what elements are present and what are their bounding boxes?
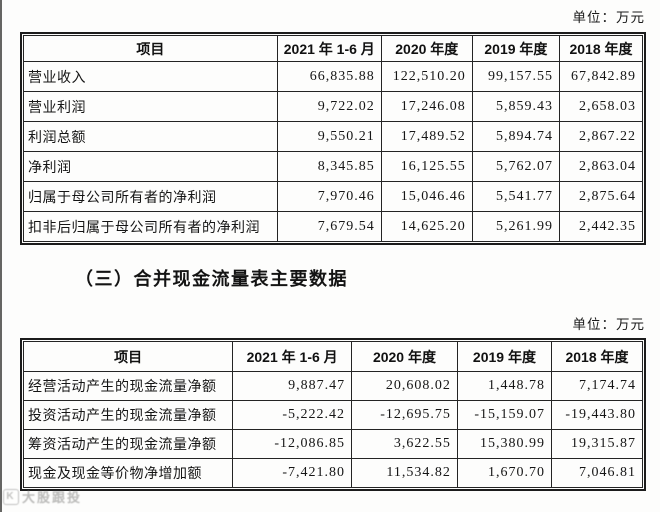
unit-label-bottom: 单位：万元 xyxy=(572,317,645,332)
header-cell-2021: 2021 年 1-6 月 xyxy=(276,35,382,62)
row-label: 营业利润 xyxy=(23,91,278,122)
cell-value: 2,442.35 xyxy=(559,211,643,242)
cell-value: -5,222.42 xyxy=(232,400,353,430)
cell-value: 8,345.85 xyxy=(276,151,382,182)
row-label: 净利润 xyxy=(23,151,278,182)
section-heading: （三）合并现金流量表主要数据 xyxy=(75,269,348,289)
watermark: K 大股跟投 xyxy=(3,487,82,506)
header-cell-2018: 2018 年度 xyxy=(559,35,643,62)
watermark-text: 大股跟投 xyxy=(22,490,83,505)
cell-value: -19,443.80 xyxy=(550,400,644,430)
cell-value: 99,157.55 xyxy=(471,61,561,92)
cell-value: 17,489.52 xyxy=(380,121,473,152)
cell-value: 2,863.04 xyxy=(559,151,643,182)
cell-value: 2,658.03 xyxy=(559,91,643,122)
cell-value: 5,859.43 xyxy=(471,91,561,122)
cell-value: 122,510.20 xyxy=(380,61,473,92)
cell-value: 2,875.64 xyxy=(559,181,643,212)
cell-value: 11,534.82 xyxy=(351,458,458,488)
row-label: 投资活动产生的现金流量净额 xyxy=(22,400,234,430)
cell-value: 15,046.46 xyxy=(380,181,473,212)
income-statement-table: 项目 2021 年 1-6 月 2020 年度 2019 年度 2018 年度 … xyxy=(20,32,646,245)
header-cell-item: 项目 xyxy=(22,341,234,372)
header-cell-2019: 2019 年度 xyxy=(471,35,561,62)
cash-flow-table: 项目 2021 年 1-6 月 2020 年度 2019 年度 2018 年度 … xyxy=(20,338,646,491)
cell-value: 3,622.55 xyxy=(351,429,458,459)
cell-value: 5,762.07 xyxy=(471,151,561,182)
header-cell-item: 项目 xyxy=(23,35,278,62)
cell-value: 20,608.02 xyxy=(351,371,458,401)
table-row: 投资活动产生的现金流量净额 -5,222.42 -12,695.75 -15,1… xyxy=(22,400,644,430)
header-cell-2020: 2020 年度 xyxy=(351,341,458,372)
cell-value: -12,695.75 xyxy=(351,400,458,430)
cell-value: 66,835.88 xyxy=(276,61,382,92)
header-cell-2021: 2021 年 1-6 月 xyxy=(232,341,353,372)
row-label: 扣非后归属于母公司所有者的净利润 xyxy=(23,211,278,242)
table-header-row: 项目 2021 年 1-6 月 2020 年度 2019 年度 2018 年度 xyxy=(22,341,644,372)
cell-value: 1,670.70 xyxy=(456,458,552,488)
cell-value: 1,448.78 xyxy=(456,371,552,401)
header-cell-2019: 2019 年度 xyxy=(456,341,552,372)
cell-value: -12,086.85 xyxy=(232,429,353,459)
row-label: 归属于母公司所有者的净利润 xyxy=(23,181,278,212)
cell-value: 5,541.77 xyxy=(471,181,561,212)
cell-value: 19,315.87 xyxy=(550,429,644,459)
cell-value: 7,970.46 xyxy=(276,181,382,212)
table-row: 筹资活动产生的现金流量净额 -12,086.85 3,622.55 15,380… xyxy=(22,429,644,459)
table-row: 净利润 8,345.85 16,125.55 5,762.07 2,863.04 xyxy=(23,151,643,182)
cell-value: 16,125.55 xyxy=(380,151,473,182)
cell-value: 9,722.02 xyxy=(276,91,382,122)
cell-value: 5,261.99 xyxy=(471,211,561,242)
table-row: 扣非后归属于母公司所有者的净利润 7,679.54 14,625.20 5,26… xyxy=(23,211,643,242)
table-row: 经营活动产生的现金流量净额 9,887.47 20,608.02 1,448.7… xyxy=(22,371,644,401)
row-label: 营业收入 xyxy=(23,61,278,92)
header-cell-2018: 2018 年度 xyxy=(550,341,644,372)
table-row: 现金及现金等价物净增加额 -7,421.80 11,534.82 1,670.7… xyxy=(22,458,644,488)
cell-value: 7,174.74 xyxy=(550,371,644,401)
watermark-logo-icon: K xyxy=(3,488,19,505)
table-row: 营业利润 9,722.02 17,246.08 5,859.43 2,658.0… xyxy=(23,91,643,122)
cell-value: 14,625.20 xyxy=(380,211,473,242)
cell-value: 5,894.74 xyxy=(471,121,561,152)
unit-label-top: 单位：万元 xyxy=(572,10,645,25)
cell-value: 7,046.81 xyxy=(550,458,644,488)
cell-value: 15,380.99 xyxy=(456,429,552,459)
row-label: 筹资活动产生的现金流量净额 xyxy=(22,429,234,459)
cell-value: 17,246.08 xyxy=(380,91,473,122)
cell-value: -7,421.80 xyxy=(232,458,353,488)
row-label: 经营活动产生的现金流量净额 xyxy=(22,371,234,401)
header-cell-2020: 2020 年度 xyxy=(380,35,473,62)
cell-value: 2,867.22 xyxy=(559,121,643,152)
table-header-row: 项目 2021 年 1-6 月 2020 年度 2019 年度 2018 年度 xyxy=(23,35,643,62)
cell-value: 9,887.47 xyxy=(232,371,353,401)
cell-value: 9,550.21 xyxy=(276,121,382,152)
cell-value: 67,842.89 xyxy=(559,61,643,92)
scan-artifact-line xyxy=(0,0,2,512)
cell-value: -15,159.07 xyxy=(456,400,552,430)
row-label: 利润总额 xyxy=(23,121,278,152)
table-row: 营业收入 66,835.88 122,510.20 99,157.55 67,8… xyxy=(23,61,643,92)
row-label: 现金及现金等价物净增加额 xyxy=(22,458,234,488)
cell-value: 7,679.54 xyxy=(276,211,382,242)
table-row: 利润总额 9,550.21 17,489.52 5,894.74 2,867.2… xyxy=(23,121,643,152)
table-row: 归属于母公司所有者的净利润 7,970.46 15,046.46 5,541.7… xyxy=(23,181,643,212)
